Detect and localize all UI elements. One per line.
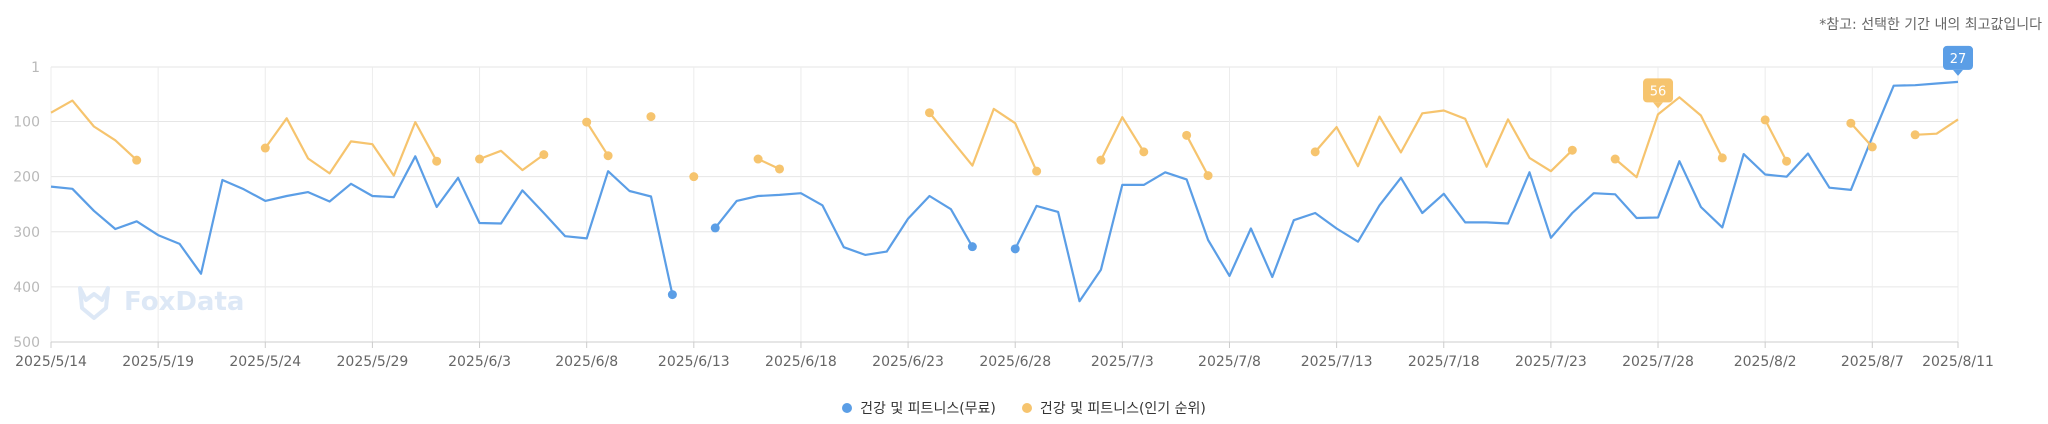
- series-point: [1032, 166, 1042, 176]
- series-point: [582, 117, 592, 127]
- x-tick-label: 2025/6/13: [658, 354, 730, 370]
- series-point: [1610, 154, 1620, 164]
- badge-box: [1643, 78, 1674, 103]
- value-badge: 56: [1643, 78, 1674, 109]
- series-point: [667, 290, 677, 300]
- series-point: [603, 151, 613, 161]
- x-tick-label: 2025/5/29: [337, 354, 409, 370]
- x-tick-label: 2025/8/2: [1734, 354, 1797, 370]
- series-point: [1203, 171, 1213, 181]
- chart-note: *참고: 선택한 기간 내의 최고값입니다: [1819, 17, 2042, 33]
- x-tick-label: 2025/8/11: [1922, 354, 1994, 370]
- series-line: [928, 107, 1038, 172]
- x-tick-label: 2025/5/19: [122, 354, 194, 370]
- series-line: [264, 117, 438, 177]
- watermark-text: FoxData: [124, 287, 244, 317]
- y-tick-label: 400: [13, 280, 40, 296]
- legend: 건강 및 피트니스(무료) 건강 및 피트니스(인기 순위): [0, 398, 2048, 418]
- x-tick-label: 2025/6/8: [555, 354, 618, 370]
- legend-item-free[interactable]: 건강 및 피트니스(무료): [842, 398, 996, 418]
- series-point: [753, 154, 763, 164]
- value-badge: 27: [1943, 45, 1973, 76]
- series-line: [1014, 80, 1959, 303]
- legend-label-free: 건강 및 피트니스(무료): [860, 401, 996, 417]
- line-chart: FoxData 1 100 200 300 400 500 2025/5/14 2025/5/…: [13, 45, 1994, 370]
- series-line: [50, 99, 138, 161]
- series-line: [714, 192, 974, 256]
- grid: [50, 66, 1959, 343]
- badge-label: 56: [1650, 84, 1667, 99]
- series-line: [1614, 96, 1724, 179]
- series-line: [479, 149, 545, 172]
- watermark-fox-icon: [78, 286, 110, 320]
- legend-item-top[interactable]: 건강 및 피트니스(인기 순위): [1021, 398, 1206, 418]
- watermark: FoxData: [78, 286, 244, 320]
- badge-label: 27: [1950, 52, 1967, 67]
- y-tick-label: 300: [13, 225, 40, 241]
- series-line: [585, 121, 610, 157]
- series-point: [1910, 130, 1920, 140]
- series-line: [1314, 109, 1574, 173]
- series-line: [1764, 119, 1788, 162]
- x-tick-label: 2025/8/7: [1841, 354, 1904, 370]
- x-tick-label: 2025/7/28: [1622, 354, 1694, 370]
- series-line: [1099, 116, 1145, 161]
- series-1: [50, 96, 1959, 182]
- x-tick-label: 2025/6/28: [979, 354, 1051, 370]
- y-tick-label: 200: [13, 170, 40, 186]
- series-point: [1867, 142, 1877, 152]
- x-tick-label: 2025/5/24: [229, 354, 301, 370]
- x-tick-label: 2025/6/18: [765, 354, 837, 370]
- badge-pointer: [1653, 102, 1664, 109]
- y-tick-label: 100: [13, 115, 40, 131]
- series-point: [1846, 118, 1856, 128]
- series-point: [260, 143, 270, 153]
- axes: 1 100 200 300 400 500 2025/5/14 2025/5/19 2025/5…: [13, 60, 1994, 370]
- series-line: [50, 155, 674, 295]
- series-0: [50, 80, 1959, 303]
- series-point: [1782, 156, 1792, 166]
- series-point: [432, 156, 442, 166]
- x-tick-label: 2025/6/3: [448, 354, 511, 370]
- series-line: [1915, 118, 1959, 136]
- series-point: [1310, 147, 1320, 157]
- series-point: [925, 108, 935, 118]
- series-point: [1096, 155, 1106, 165]
- x-tick-label: 2025/5/14: [15, 354, 87, 370]
- series-point: [1139, 147, 1149, 157]
- legend-dot-free: [842, 403, 853, 413]
- x-tick-label: 2025/7/3: [1091, 354, 1154, 370]
- series-point: [967, 242, 977, 252]
- series-point: [689, 172, 699, 182]
- x-tick-label: 2025/6/23: [872, 354, 944, 370]
- series-lines: [50, 80, 1959, 303]
- x-tick-label: 2025/7/8: [1198, 354, 1261, 370]
- series-point: [775, 164, 785, 174]
- series-point: [1760, 115, 1770, 125]
- series-point: [475, 154, 485, 164]
- x-tick-label: 2025/7/13: [1301, 354, 1373, 370]
- series-point: [646, 112, 656, 122]
- series-point: [1010, 244, 1020, 254]
- value-badges: 56 27: [1643, 45, 1973, 109]
- series-point: [132, 155, 142, 165]
- series-point: [1182, 130, 1192, 140]
- y-tick-label: 1: [31, 60, 40, 76]
- series-point: [1717, 153, 1727, 163]
- series-line: [1185, 134, 1210, 177]
- badge-pointer: [1953, 69, 1963, 76]
- series-point: [1567, 145, 1577, 155]
- legend-dot-top: [1021, 403, 1032, 413]
- series-point: [539, 150, 549, 160]
- badge-box: [1943, 45, 1973, 70]
- x-tick-label: 2025/7/23: [1515, 354, 1587, 370]
- series-point: [710, 223, 720, 233]
- y-tick-label: 500: [13, 335, 40, 351]
- legend-label-top: 건강 및 피트니스(인기 순위): [1039, 401, 1206, 417]
- series-line: [1850, 122, 1874, 148]
- x-tick-label: 2025/7/18: [1408, 354, 1480, 370]
